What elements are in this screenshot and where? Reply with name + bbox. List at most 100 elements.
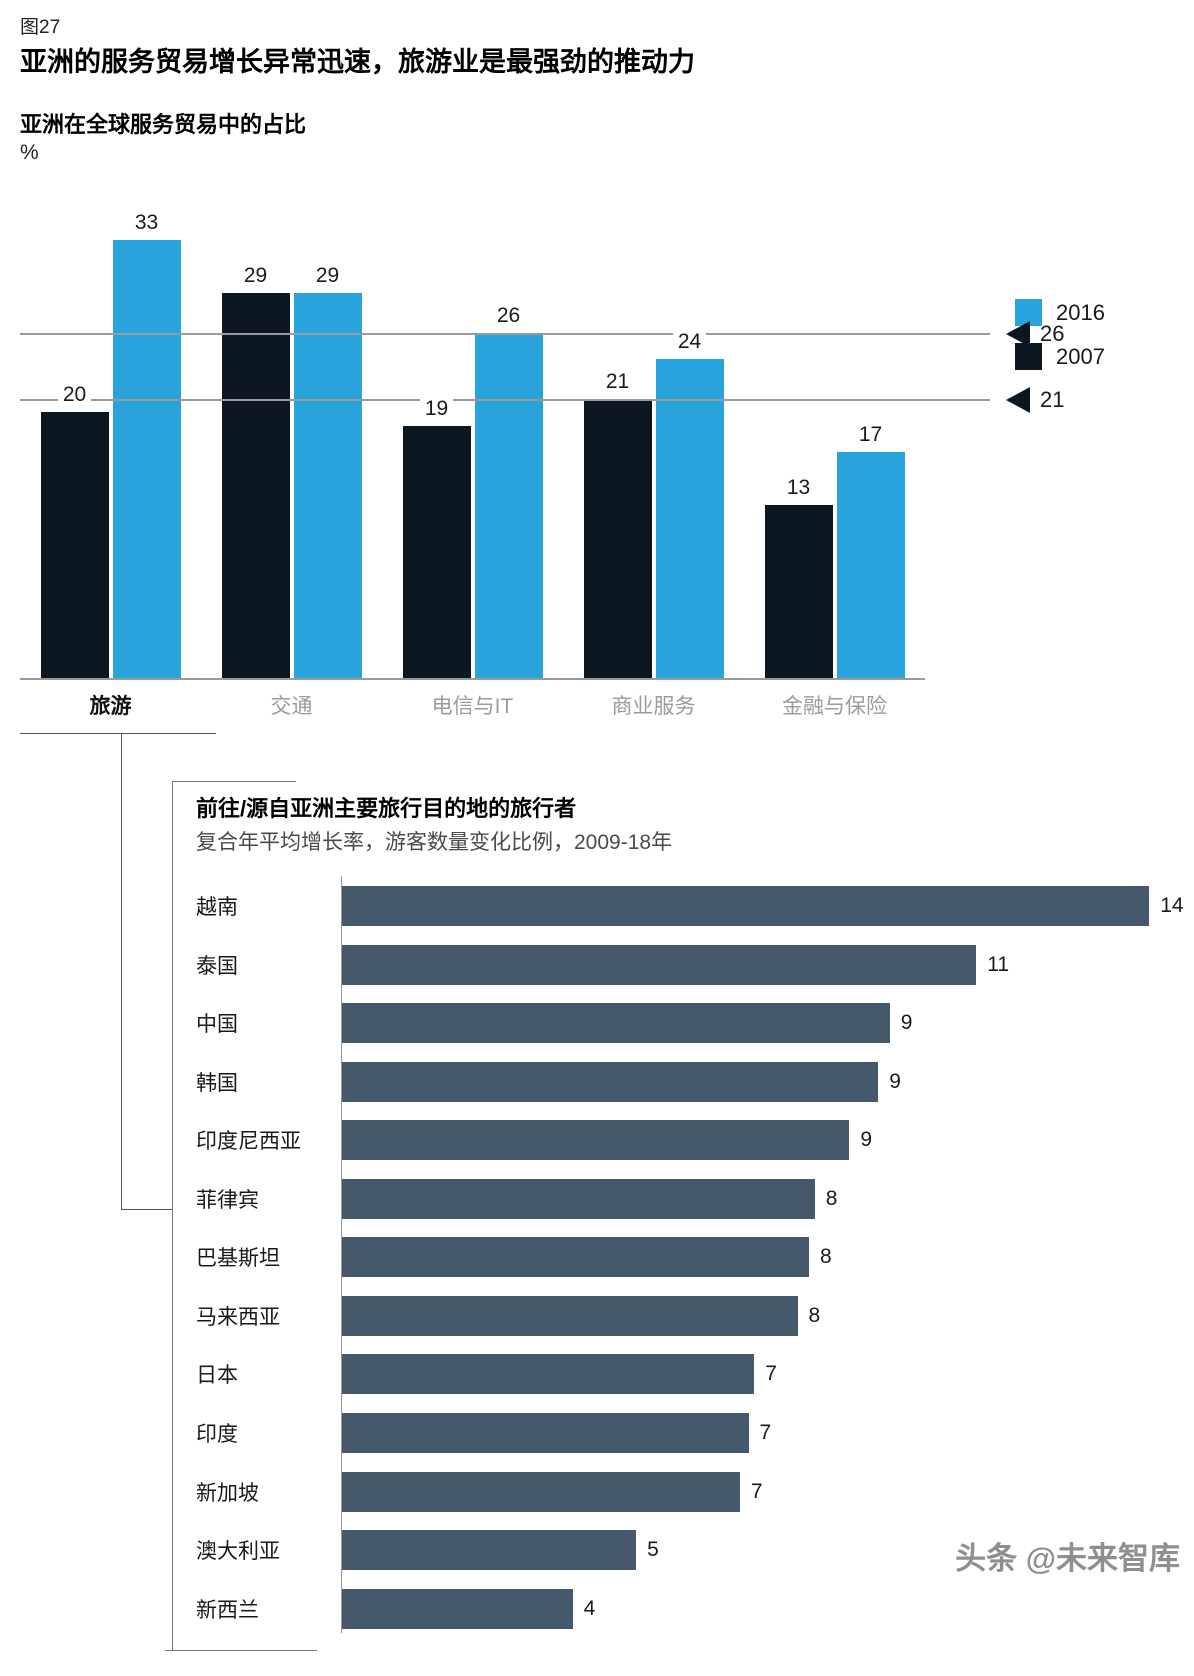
hbar-value-马来西亚: 8 <box>808 1304 821 1327</box>
bar-2007-电信与IT <box>402 426 471 678</box>
category-label-商业服务: 商业服务 <box>611 695 696 718</box>
figure-number: 图27 <box>20 17 61 38</box>
bar-2016-旅游 <box>112 240 181 678</box>
hbar-row-泰国: 泰国 11 <box>196 945 1155 985</box>
hbar-新加坡 <box>342 1472 740 1512</box>
bar-wrap: 29 <box>293 264 362 678</box>
sub-chart-subtitle: 复合年平均增长率，游客数量变化比例，2009-18年 <box>196 831 673 854</box>
category-label-电信与IT: 电信与IT <box>431 695 514 718</box>
hbar-value-菲律宾: 8 <box>825 1187 838 1210</box>
hbar-value-日本: 7 <box>765 1362 777 1385</box>
bar-value-label: 24 <box>672 330 707 354</box>
hbar-value-印度尼西亚: 9 <box>860 1128 873 1151</box>
hbar-label-马来西亚: 马来西亚 <box>196 1306 280 1329</box>
bar-group-商业服务: 21 24 <box>563 205 744 678</box>
connector-horizontal <box>121 1209 172 1210</box>
sub-chart-axis-line <box>341 876 342 1633</box>
hbar-row-韩国: 韩国 9 <box>196 1062 1155 1102</box>
hbar-row-印度尼西亚: 印度尼西亚 9 <box>196 1120 1155 1160</box>
bar-value-label: 13 <box>781 476 816 500</box>
hbar-越南 <box>342 886 1150 926</box>
hbar-label-越南: 越南 <box>196 896 238 919</box>
hbar-label-日本: 日本 <box>196 1364 238 1387</box>
hbar-印度 <box>342 1413 749 1453</box>
hbar-value-新加坡: 7 <box>750 1480 763 1503</box>
panel-border-bottom <box>165 1650 317 1651</box>
hbar-track: 7 <box>342 1413 1155 1453</box>
hbar-label-新加坡: 新加坡 <box>196 1482 259 1505</box>
hbar-track: 11 <box>342 945 1155 985</box>
reference-value: 26 <box>1040 321 1065 346</box>
hbar-label-菲律宾: 菲律宾 <box>196 1189 259 1212</box>
category-label-金融与保险: 金融与保险 <box>782 695 887 718</box>
legend-label-2016: 2016 <box>1056 299 1105 325</box>
hbar-row-菲律宾: 菲律宾 8 <box>196 1179 1155 1219</box>
connector-underline <box>20 733 216 734</box>
hbar-label-泰国: 泰国 <box>196 955 238 978</box>
hbar-value-澳大利亚: 5 <box>647 1538 659 1561</box>
hbar-row-澳大利亚: 澳大利亚 5 <box>196 1530 1155 1570</box>
bar-value-label: 20 <box>57 383 92 407</box>
hbar-value-泰国: 11 <box>987 953 1010 976</box>
category-labels: 旅游 交通 电信与IT 商业服务 金融与保险 <box>20 690 925 720</box>
hbar-印度尼西亚 <box>342 1120 850 1160</box>
hbar-马来西亚 <box>342 1296 798 1336</box>
hbar-泰国 <box>342 945 977 985</box>
x-axis-line <box>20 678 925 680</box>
panel-border-left <box>172 781 173 1650</box>
hbar-track: 8 <box>342 1296 1155 1336</box>
panel-border-top <box>172 781 296 782</box>
legend: 2016 2007 <box>1015 299 1105 370</box>
bar-2016-电信与IT <box>474 333 543 678</box>
hbar-track: 7 <box>342 1354 1155 1394</box>
hbar-label-印度尼西亚: 印度尼西亚 <box>196 1130 301 1153</box>
watermark: 头条 @未来智库 <box>955 1541 1180 1576</box>
hbar-track: 4 <box>342 1589 1155 1629</box>
hbar-新西兰 <box>342 1589 573 1629</box>
connector-vertical <box>121 733 122 1209</box>
bar-wrap: 29 <box>221 264 290 678</box>
bar-wrap: 13 <box>764 476 833 678</box>
hbar-value-越南: 14 <box>1160 894 1184 917</box>
hbar-row-新加坡: 新加坡 7 <box>196 1472 1155 1512</box>
hbar-澳大利亚 <box>342 1530 637 1570</box>
category-label-旅游: 旅游 <box>89 695 132 718</box>
bar-groups: 20 33 29 29 19 26 21 24 13 17 <box>20 205 925 678</box>
reference-value: 21 <box>1040 387 1065 412</box>
hbar-row-印度: 印度 7 <box>196 1413 1155 1453</box>
hbar-row-中国: 中国 9 <box>196 1003 1155 1043</box>
hbar-value-巴基斯坦: 8 <box>820 1245 832 1268</box>
reference-marker-21: 21 <box>1006 387 1064 413</box>
hbar-label-新西兰: 新西兰 <box>196 1599 259 1622</box>
reference-line-21 <box>20 399 990 401</box>
hbar-track: 9 <box>342 1003 1155 1043</box>
hbar-row-新西兰: 新西兰 4 <box>196 1589 1155 1629</box>
bar-2007-交通 <box>221 293 290 678</box>
hbar-韩国 <box>342 1062 879 1102</box>
legend-swatch-2007 <box>1015 343 1042 370</box>
hbar-label-印度: 印度 <box>196 1423 238 1446</box>
hbar-row-越南: 越南 14 <box>196 886 1184 926</box>
bar-value-label: 29 <box>310 264 345 288</box>
bar-value-label: 33 <box>129 211 164 235</box>
hbar-label-巴基斯坦: 巴基斯坦 <box>196 1247 280 1270</box>
hbar-label-中国: 中国 <box>196 1013 238 1036</box>
hbar-label-澳大利亚: 澳大利亚 <box>196 1540 280 1563</box>
hbar-track: 9 <box>342 1120 1155 1160</box>
bar-group-旅游: 20 33 <box>20 205 201 678</box>
figure-title: 亚洲的服务贸易增长异常迅速，旅游业是最强劲的推动力 <box>20 47 695 77</box>
hbar-row-日本: 日本 7 <box>196 1354 1155 1394</box>
bar-value-label: 19 <box>419 397 454 421</box>
reference-marker-26: 26 <box>1006 321 1064 347</box>
hbar-track: 9 <box>342 1062 1155 1102</box>
bar-wrap: 20 <box>40 383 109 678</box>
hbar-row-马来西亚: 马来西亚 8 <box>196 1296 1155 1336</box>
hbar-巴基斯坦 <box>342 1237 810 1277</box>
hbar-track: 14 <box>342 886 1184 926</box>
hbar-中国 <box>342 1003 890 1043</box>
hbar-track: 7 <box>342 1472 1155 1512</box>
legend-item-2007: 2007 <box>1015 343 1105 370</box>
hbar-label-韩国: 韩国 <box>196 1072 238 1095</box>
bar-2016-交通 <box>293 293 362 678</box>
